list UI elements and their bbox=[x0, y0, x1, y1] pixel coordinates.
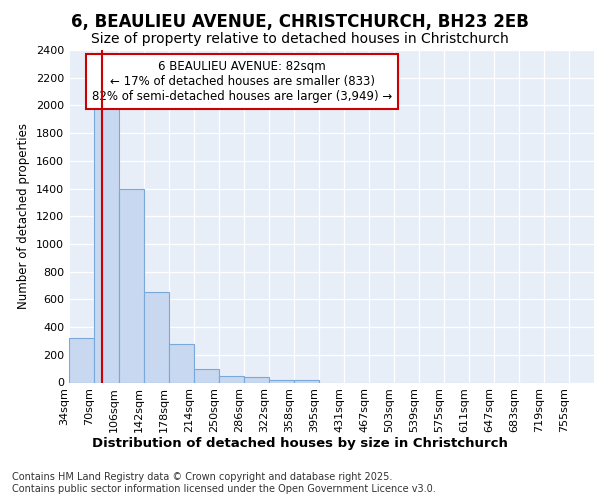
Bar bbox=[219, 376, 244, 382]
Text: Size of property relative to detached houses in Christchurch: Size of property relative to detached ho… bbox=[91, 32, 509, 46]
Text: 6, BEAULIEU AVENUE, CHRISTCHURCH, BH23 2EB: 6, BEAULIEU AVENUE, CHRISTCHURCH, BH23 2… bbox=[71, 12, 529, 30]
Y-axis label: Number of detached properties: Number of detached properties bbox=[17, 123, 31, 309]
Bar bbox=[244, 377, 269, 382]
Bar bbox=[269, 380, 294, 382]
Bar bbox=[69, 338, 94, 382]
Text: Contains public sector information licensed under the Open Government Licence v3: Contains public sector information licen… bbox=[12, 484, 436, 494]
Text: Contains HM Land Registry data © Crown copyright and database right 2025.: Contains HM Land Registry data © Crown c… bbox=[12, 472, 392, 482]
Bar bbox=[94, 106, 119, 382]
Text: 6 BEAULIEU AVENUE: 82sqm
← 17% of detached houses are smaller (833)
82% of semi-: 6 BEAULIEU AVENUE: 82sqm ← 17% of detach… bbox=[92, 60, 392, 103]
Bar bbox=[144, 292, 169, 382]
Bar bbox=[194, 368, 219, 382]
Bar bbox=[294, 380, 319, 382]
Text: Distribution of detached houses by size in Christchurch: Distribution of detached houses by size … bbox=[92, 438, 508, 450]
Bar bbox=[169, 344, 194, 382]
Bar bbox=[119, 188, 144, 382]
